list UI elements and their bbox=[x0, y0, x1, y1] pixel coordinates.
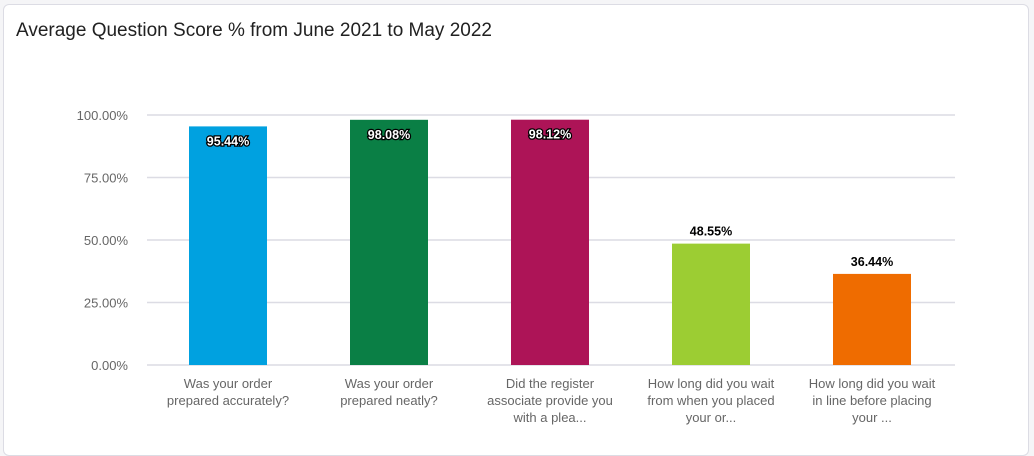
bar bbox=[350, 119, 428, 365]
y-tick-label: 0.00% bbox=[91, 358, 128, 373]
x-tick-label: Was your order bbox=[345, 376, 434, 391]
x-tick-label: prepared accurately? bbox=[167, 393, 289, 408]
x-tick-label: associate provide you bbox=[487, 393, 613, 408]
x-tick-label: from when you placed bbox=[647, 393, 774, 408]
x-tick-label: Did the register bbox=[506, 376, 595, 391]
y-tick-label: 25.00% bbox=[84, 296, 129, 311]
data-label: 36.44% bbox=[851, 255, 893, 269]
data-label: 98.12% bbox=[529, 128, 571, 142]
y-tick-label: 75.00% bbox=[84, 171, 129, 186]
x-tick-label: Was your order bbox=[184, 376, 273, 391]
x-tick-label: How long did you wait bbox=[648, 376, 775, 391]
bar bbox=[189, 126, 267, 366]
data-label: 98.08% bbox=[368, 128, 410, 142]
bar-chart: 0.00% 25.00% 50.00% 75.00% 100.00% 95.44% Was … bbox=[77, 108, 955, 425]
x-tick-label: How long did you wait bbox=[809, 376, 936, 391]
y-tick-label: 100.00% bbox=[77, 108, 129, 123]
x-tick-label: prepared neatly? bbox=[340, 393, 438, 408]
x-tick-label: your ... bbox=[852, 410, 892, 425]
x-tick-label: your or... bbox=[686, 410, 737, 425]
y-tick-label: 50.00% bbox=[84, 233, 129, 248]
x-tick-label: with a plea... bbox=[513, 410, 587, 425]
data-label: 95.44% bbox=[207, 134, 249, 148]
bar bbox=[672, 243, 750, 365]
bar bbox=[833, 273, 911, 365]
chart-title: Average Question Score % from June 2021 … bbox=[16, 20, 492, 41]
data-label: 48.55% bbox=[690, 225, 732, 239]
bar bbox=[511, 119, 589, 365]
x-tick-label: in line before placing bbox=[812, 393, 931, 408]
